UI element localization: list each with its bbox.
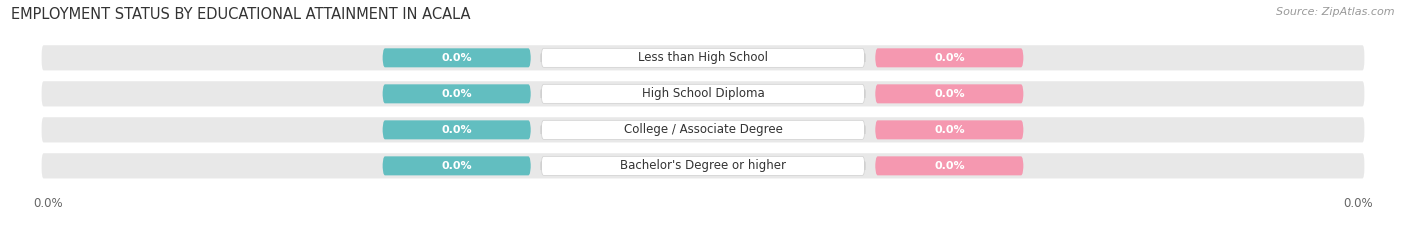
Text: 0.0%: 0.0% [441,53,472,63]
FancyBboxPatch shape [42,81,1364,106]
Text: College / Associate Degree: College / Associate Degree [624,123,782,136]
Text: 0.0%: 0.0% [934,161,965,171]
FancyBboxPatch shape [541,48,865,67]
FancyBboxPatch shape [382,156,531,175]
FancyBboxPatch shape [875,84,1024,103]
Text: High School Diploma: High School Diploma [641,87,765,100]
FancyBboxPatch shape [875,48,1024,67]
FancyBboxPatch shape [541,120,865,139]
FancyBboxPatch shape [42,117,1364,142]
Text: 0.0%: 0.0% [934,125,965,135]
Text: Less than High School: Less than High School [638,51,768,64]
FancyBboxPatch shape [42,153,1364,178]
FancyBboxPatch shape [382,120,531,139]
FancyBboxPatch shape [382,48,531,67]
FancyBboxPatch shape [541,84,865,103]
FancyBboxPatch shape [875,156,1024,175]
Text: Bachelor's Degree or higher: Bachelor's Degree or higher [620,159,786,172]
FancyBboxPatch shape [382,84,531,103]
FancyBboxPatch shape [541,156,865,175]
Text: 0.0%: 0.0% [441,125,472,135]
Text: 0.0%: 0.0% [934,53,965,63]
Text: 0.0%: 0.0% [934,89,965,99]
FancyBboxPatch shape [875,120,1024,139]
Text: 0.0%: 0.0% [441,89,472,99]
Text: EMPLOYMENT STATUS BY EDUCATIONAL ATTAINMENT IN ACALA: EMPLOYMENT STATUS BY EDUCATIONAL ATTAINM… [11,7,471,22]
FancyBboxPatch shape [42,45,1364,70]
Text: Source: ZipAtlas.com: Source: ZipAtlas.com [1277,7,1395,17]
Text: 0.0%: 0.0% [441,161,472,171]
